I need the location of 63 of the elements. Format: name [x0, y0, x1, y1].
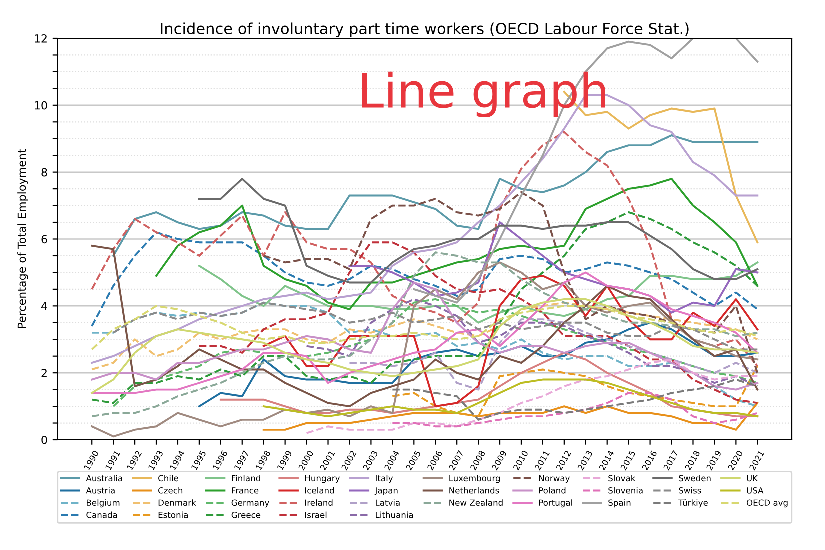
- legend-label: Lithuania: [376, 512, 414, 518]
- legend-label: Israel: [305, 512, 327, 518]
- legend-label: Germany: [232, 500, 270, 508]
- legend-label: France: [232, 488, 259, 494]
- line-series: [348, 222, 759, 314]
- line-series: [198, 262, 759, 324]
- legend-label: Norway: [539, 475, 570, 484]
- legend-label: USA: [747, 487, 764, 494]
- legend-label: Slovenia: [608, 487, 643, 494]
- line-series: [392, 378, 759, 421]
- legend-label: Sweden: [679, 475, 711, 482]
- legend-label: Hungary: [305, 475, 340, 484]
- line-series: [198, 242, 759, 404]
- legend-label: Iceland: [305, 487, 334, 494]
- legend-label: Slovak: [608, 475, 636, 482]
- legend-label: Estonia: [158, 512, 188, 518]
- legend-label: Portugal: [539, 500, 572, 508]
- line-series: [156, 178, 759, 310]
- legend-label: Italy: [376, 475, 394, 484]
- chart-title: Incidence of involuntary part time workers (OECD Labour Force Stat.): [161, 22, 689, 38]
- line-series: [262, 275, 759, 408]
- legend-label: Australia: [86, 475, 122, 482]
- legend-label: Türkiye: [678, 500, 708, 508]
- y-tick-label: 8: [42, 168, 48, 177]
- legend-label: Ireland: [305, 500, 333, 506]
- legend-label: Chile: [158, 475, 178, 482]
- y-tick-label: 10: [35, 101, 48, 110]
- legend-label: Czech: [158, 487, 183, 494]
- y-tick-label: 2: [42, 369, 47, 378]
- line-series: [198, 322, 759, 408]
- line-series: [392, 392, 759, 428]
- y-tick-label: 12: [35, 34, 47, 43]
- line-series: [306, 358, 759, 434]
- y-tick-label: 4: [42, 302, 48, 310]
- legend-label: Luxembourg: [450, 475, 500, 484]
- line-series: [198, 178, 759, 284]
- y-axis-title: Percentage of Total Employment: [18, 149, 28, 328]
- legend-label: Belgium: [87, 500, 120, 508]
- line-series: [91, 302, 759, 371]
- legend-label: OECD avg: [746, 500, 788, 508]
- line-series: [91, 212, 759, 404]
- legend-label: New Zealand: [450, 500, 503, 506]
- line-series: [262, 378, 759, 418]
- legend-label: Finland: [232, 475, 260, 482]
- line-series: [91, 232, 759, 328]
- line-series: [306, 298, 759, 388]
- y-tick-label: 0: [42, 436, 48, 444]
- legend-label: UK: [747, 475, 758, 482]
- legend-label: Swiss: [679, 487, 702, 494]
- legend-label: Denmark: [158, 500, 196, 506]
- legend-label: Spain: [608, 500, 631, 508]
- legend-label: Canada: [86, 512, 118, 518]
- line-series: [348, 318, 759, 391]
- line-series: [112, 134, 759, 257]
- legend-label: Netherlands: [450, 487, 500, 494]
- legend-label: Greece: [232, 512, 261, 518]
- annotation: Line graph: [362, 72, 606, 118]
- y-tick-label: 6: [42, 235, 48, 244]
- legend-label: Latvia: [376, 500, 400, 506]
- legend-label: Japan: [374, 488, 398, 496]
- legend-label: Austria: [86, 487, 115, 494]
- legend-label: Poland: [539, 487, 566, 494]
- line-series: [91, 262, 759, 438]
